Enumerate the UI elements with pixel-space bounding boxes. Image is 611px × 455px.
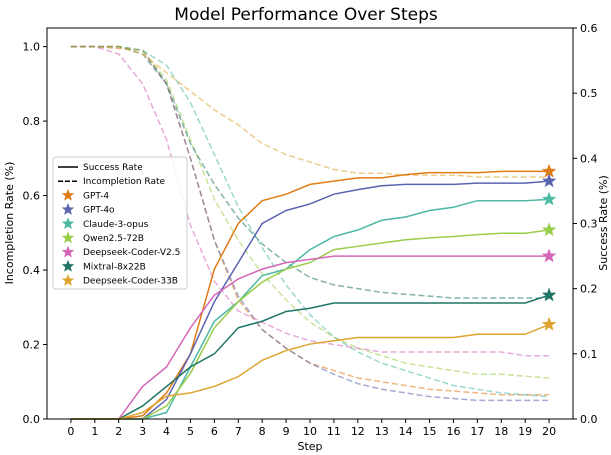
incompletion-line-mixtral-8x22b — [70, 45, 550, 299]
x-tick-label: 20 — [542, 425, 556, 438]
y-left-tick-label: 0.2 — [23, 339, 41, 352]
legend-star-icon — [61, 188, 75, 201]
legend-series-label: GPT-4o — [83, 206, 115, 216]
success-line-claude-3-opus — [70, 198, 550, 420]
legend-star-icon — [61, 231, 75, 244]
success-line-gpt-4o — [70, 180, 550, 420]
y-left-tick-label: 0.0 — [23, 413, 41, 426]
incompletion-line-claude-3-opus — [70, 45, 550, 398]
y-right-tick-label: 0.2 — [580, 283, 598, 296]
y-axis-right: 0.0 0.1 0.2 0.3 0.4 0.5 0.6 — [573, 22, 598, 426]
legend-series-label: Deepseek-Coder-V2.5 — [83, 248, 180, 258]
x-tick-label: 7 — [235, 425, 242, 438]
x-tick-label: 1 — [91, 425, 98, 438]
legend-series-label: Qwen2.5-72B — [83, 234, 144, 244]
final-star-marker-deepseek-coder-33b — [541, 316, 557, 331]
success-line-deepseek-coder-v2-5 — [70, 255, 550, 420]
legend-star-icon — [61, 273, 75, 287]
incompletion-line-deepseek-coder-33b — [70, 45, 550, 178]
incompletion-line-gpt-4o — [70, 45, 550, 402]
legend-series-label: Claude-3-opus — [83, 220, 149, 230]
success-line-qwen2-5-72b — [70, 229, 550, 420]
legend-series-label: Mixtral-8x22B — [83, 262, 146, 272]
y-axis-left: 0.0 0.2 0.4 0.6 0.8 1.0 — [23, 41, 47, 426]
x-tick-label: 17 — [470, 425, 484, 438]
x-tick-label: 11 — [327, 425, 341, 438]
final-star-marker-gpt-4o — [541, 173, 557, 188]
chart-title: Model Performance Over Steps — [174, 5, 438, 25]
x-tick-label: 3 — [139, 425, 146, 438]
x-tick-label: 14 — [399, 425, 413, 438]
legend-star-icon — [61, 217, 75, 230]
final-star-marker-deepseek-coder-v2-5 — [541, 248, 557, 263]
x-axis: 0 1 2 3 4 5 6 7 8 9 10 11 12 13 14 15 16 17 18 19 20 — [67, 419, 556, 438]
x-tick-label: 0 — [67, 425, 74, 438]
legend-star-icon — [61, 259, 75, 272]
y-right-tick-label: 0.3 — [580, 218, 598, 231]
success-line-gpt-4 — [70, 170, 550, 420]
x-tick-label: 2 — [115, 425, 122, 438]
series-layer — [70, 45, 557, 420]
x-tick-label: 12 — [351, 425, 365, 438]
x-tick-label: 8 — [259, 425, 266, 438]
x-tick-label: 5 — [187, 425, 194, 438]
success-line-mixtral-8x22b — [70, 294, 550, 420]
y-right-tick-label: 0.6 — [580, 22, 598, 35]
legend: Success Rate Incompletion Rate GPT-4 GPT-4o… — [52, 156, 188, 290]
legend-box — [52, 156, 188, 290]
final-star-marker-qwen2-5-72b — [541, 222, 557, 237]
x-tick-label: 9 — [283, 425, 290, 438]
y-axis-right-title: Success Rate (%) — [597, 175, 610, 271]
y-left-tick-label: 1.0 — [23, 41, 41, 54]
x-tick-label: 18 — [494, 425, 508, 438]
x-tick-label: 6 — [211, 425, 218, 438]
x-tick-label: 15 — [423, 425, 437, 438]
legend-style-label: Incompletion Rate — [83, 177, 166, 187]
x-tick-label: 13 — [375, 425, 389, 438]
y-right-tick-label: 0.5 — [580, 87, 598, 100]
final-star-marker-claude-3-opus — [541, 191, 557, 206]
x-tick-label: 19 — [518, 425, 532, 438]
y-left-tick-label: 0.6 — [23, 190, 41, 203]
y-axis-left-title: Incompletion Rate (%) — [3, 162, 16, 285]
y-left-tick-label: 0.8 — [23, 115, 41, 128]
x-tick-label: 4 — [163, 425, 170, 438]
legend-star-icon — [61, 202, 75, 216]
legend-star-icon — [61, 245, 75, 258]
legend-series-label: GPT-4 — [83, 191, 109, 201]
y-right-tick-label: 0.0 — [580, 413, 598, 426]
y-right-tick-label: 0.1 — [580, 348, 598, 361]
legend-series-label: Deepseek-Coder-33B — [83, 277, 178, 287]
x-tick-label: 16 — [446, 425, 460, 438]
y-right-tick-label: 0.4 — [580, 152, 598, 165]
x-axis-title: Step — [297, 440, 322, 453]
legend-style-label: Success Rate — [83, 163, 143, 173]
final-star-marker-mixtral-8x22b — [541, 287, 557, 302]
y-left-tick-label: 0.4 — [23, 264, 41, 277]
success-line-deepseek-coder-33b — [70, 323, 550, 420]
x-tick-label: 10 — [303, 425, 317, 438]
